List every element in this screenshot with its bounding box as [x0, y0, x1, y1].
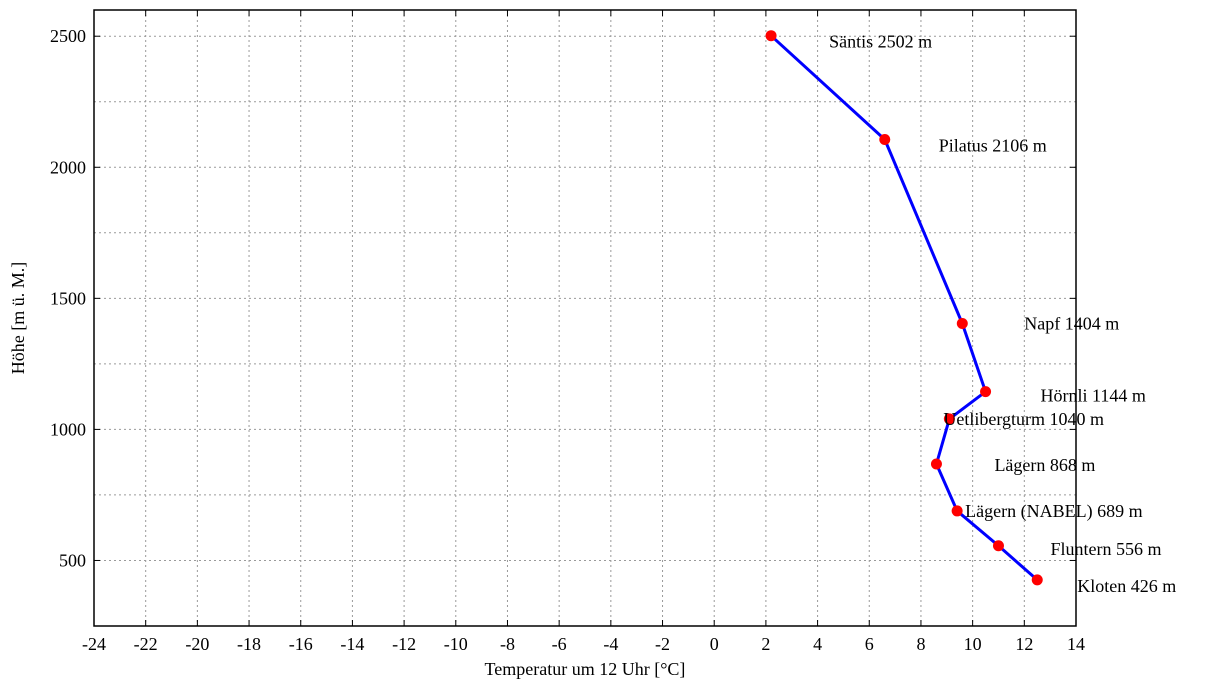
y-axis: 500 1000 1500 2000 2500 — [50, 26, 1076, 570]
x-tick-label: -6 — [552, 634, 567, 654]
x-tick-label: 12 — [1015, 634, 1033, 654]
station-marker — [765, 30, 777, 42]
x-tick-label: -10 — [444, 634, 468, 654]
y-tick-label: 500 — [59, 550, 86, 570]
x-tick-label: 2 — [761, 634, 770, 654]
temperature-profile-line — [770, 34, 1039, 581]
x-tick-label: -22 — [134, 634, 158, 654]
x-tick-label: -24 — [82, 634, 106, 654]
station-label: Fluntern 556 m — [1050, 539, 1161, 559]
x-axis: -24 -22 -20 -18 -16 -14 -12 -10 -8 -6 -4 -2 0 2 4 6 8 10 1… — [82, 10, 1085, 654]
station-marker — [980, 386, 992, 398]
station-marker — [1031, 574, 1043, 586]
station-label: Lägern (NABEL) 689 m — [965, 501, 1142, 522]
x-tick-label: 6 — [865, 634, 874, 654]
x-tick-label: -12 — [392, 634, 416, 654]
x-tick-label: 8 — [916, 634, 925, 654]
x-tick-label: -8 — [500, 634, 515, 654]
y-tick-label: 1500 — [50, 288, 86, 308]
station-marker — [930, 458, 942, 470]
x-tick-label: 4 — [813, 634, 822, 654]
x-tick-label: 14 — [1067, 634, 1085, 654]
x-tick-label: -4 — [603, 634, 618, 654]
x-tick-label: -18 — [237, 634, 261, 654]
station-label: Uetlibergturm 1040 m — [943, 409, 1104, 429]
station-label: Säntis 2502 m — [829, 32, 932, 52]
x-tick-label: 10 — [964, 634, 982, 654]
grid — [94, 10, 1076, 626]
plot-frame — [93, 9, 1077, 627]
station-marker — [956, 318, 968, 330]
station-label: Pilatus 2106 m — [939, 135, 1047, 155]
station-marker — [992, 540, 1004, 552]
x-tick-label: -20 — [185, 634, 209, 654]
station-markers — [765, 30, 1043, 586]
y-tick-label: 2500 — [50, 26, 86, 46]
x-tick-label: -14 — [340, 634, 364, 654]
station-marker — [943, 413, 955, 425]
station-marker — [951, 505, 963, 517]
station-label: Lägern 868 m — [994, 455, 1095, 475]
y-axis-title: Höhe [m ü. M.] — [8, 262, 28, 374]
station-label: Napf 1404 m — [1024, 314, 1119, 334]
y-tick-label: 1000 — [50, 419, 86, 439]
station-labels: Säntis 2502 m Pilatus 2106 m Napf 1404 m Hö… — [829, 32, 1176, 596]
x-tick-label: -16 — [289, 634, 313, 654]
station-label: Kloten 426 m — [1077, 576, 1176, 596]
y-tick-label: 2000 — [50, 157, 86, 177]
x-tick-label: -2 — [655, 634, 670, 654]
x-tick-label: 0 — [710, 634, 719, 654]
station-label: Hörnli 1144 m — [1041, 386, 1146, 406]
station-marker — [879, 133, 891, 145]
x-axis-title: Temperatur um 12 Uhr [°C] — [485, 659, 686, 679]
